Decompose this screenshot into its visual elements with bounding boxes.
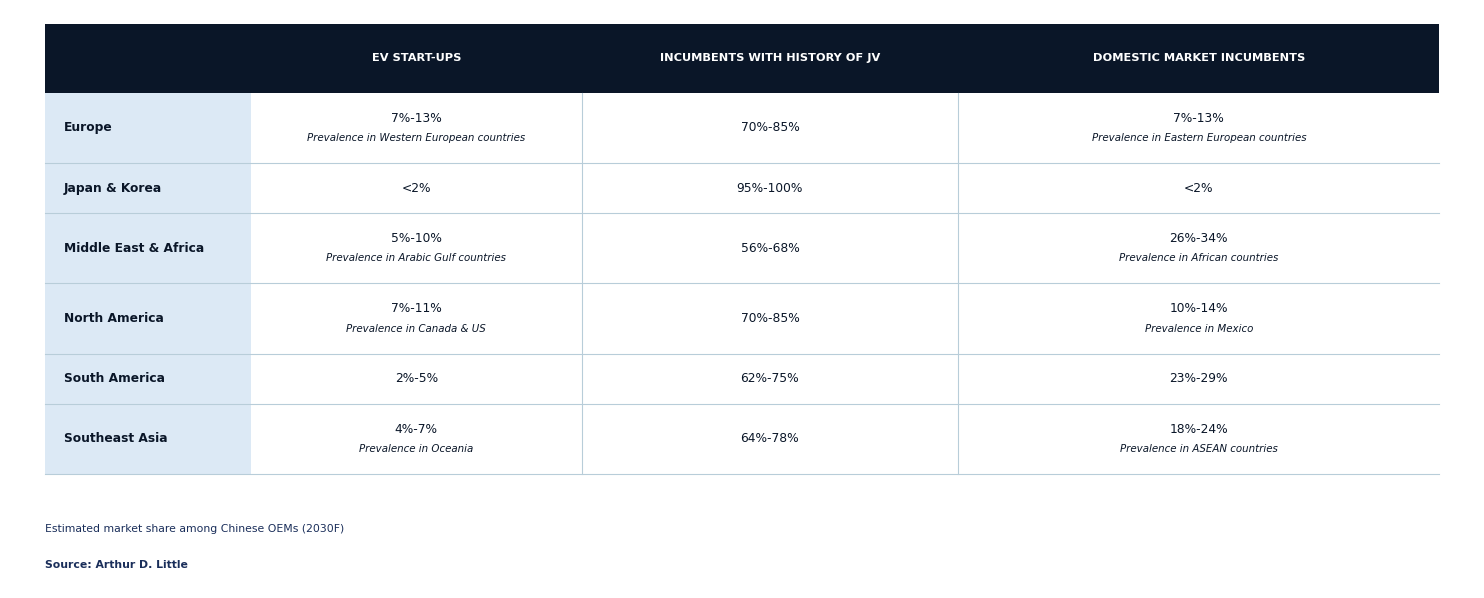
Bar (251, 354, 1439, 404)
Text: 2%-5%: 2%-5% (395, 373, 438, 385)
Text: 64%-78%: 64%-78% (741, 432, 800, 446)
Bar (45, 93, 251, 163)
Text: Prevalence in Eastern European countries: Prevalence in Eastern European countries (1092, 133, 1306, 143)
Bar (45, 404, 251, 474)
Bar (251, 213, 1439, 283)
Text: 70%-85%: 70%-85% (741, 312, 800, 325)
Text: DOMESTIC MARKET INCUMBENTS: DOMESTIC MARKET INCUMBENTS (1092, 53, 1304, 63)
Bar (45, 163, 251, 213)
Bar (45, 213, 251, 283)
Text: 4%-7%: 4%-7% (395, 423, 438, 435)
Text: 70%-85%: 70%-85% (741, 121, 800, 135)
Bar (251, 283, 1439, 354)
Text: North America: North America (64, 312, 163, 325)
Text: 7%-13%: 7%-13% (390, 112, 442, 124)
Text: 10%-14%: 10%-14% (1169, 303, 1229, 315)
Text: <2%: <2% (402, 182, 430, 194)
Text: 7%-11%: 7%-11% (390, 303, 442, 315)
Text: 62%-75%: 62%-75% (741, 373, 800, 385)
Text: 56%-68%: 56%-68% (741, 242, 800, 255)
Bar (45, 354, 251, 404)
Text: South America: South America (64, 373, 165, 385)
Text: Middle East & Africa: Middle East & Africa (64, 242, 205, 255)
Text: Prevalence in ASEAN countries: Prevalence in ASEAN countries (1120, 444, 1278, 454)
Text: Prevalence in Mexico: Prevalence in Mexico (1144, 324, 1252, 334)
Text: 7%-13%: 7%-13% (1174, 112, 1224, 124)
Bar (45, 24, 1439, 93)
Text: 95%-100%: 95%-100% (736, 182, 803, 194)
Text: EV START-UPS: EV START-UPS (371, 53, 462, 63)
Text: 23%-29%: 23%-29% (1169, 373, 1229, 385)
Text: Prevalence in Oceania: Prevalence in Oceania (359, 444, 473, 454)
Text: Prevalence in African countries: Prevalence in African countries (1119, 253, 1279, 263)
Text: Japan & Korea: Japan & Korea (64, 182, 162, 194)
Text: Southeast Asia: Southeast Asia (64, 432, 168, 446)
Bar (251, 163, 1439, 213)
Text: Europe: Europe (64, 121, 113, 135)
Text: Prevalence in Canada & US: Prevalence in Canada & US (346, 324, 487, 334)
Text: 5%-10%: 5%-10% (390, 232, 442, 245)
Bar (45, 283, 251, 354)
Text: INCUMBENTS WITH HISTORY OF JV: INCUMBENTS WITH HISTORY OF JV (660, 53, 880, 63)
Text: 26%-34%: 26%-34% (1169, 232, 1229, 245)
Text: <2%: <2% (1184, 182, 1214, 194)
Text: 18%-24%: 18%-24% (1169, 423, 1229, 435)
Text: Prevalence in Arabic Gulf countries: Prevalence in Arabic Gulf countries (326, 253, 506, 263)
Text: Source: Arthur D. Little: Source: Arthur D. Little (45, 560, 187, 570)
Text: Prevalence in Western European countries: Prevalence in Western European countries (307, 133, 525, 143)
Text: Estimated market share among Chinese OEMs (2030F): Estimated market share among Chinese OEM… (45, 524, 344, 534)
Bar (251, 93, 1439, 163)
Bar (251, 404, 1439, 474)
